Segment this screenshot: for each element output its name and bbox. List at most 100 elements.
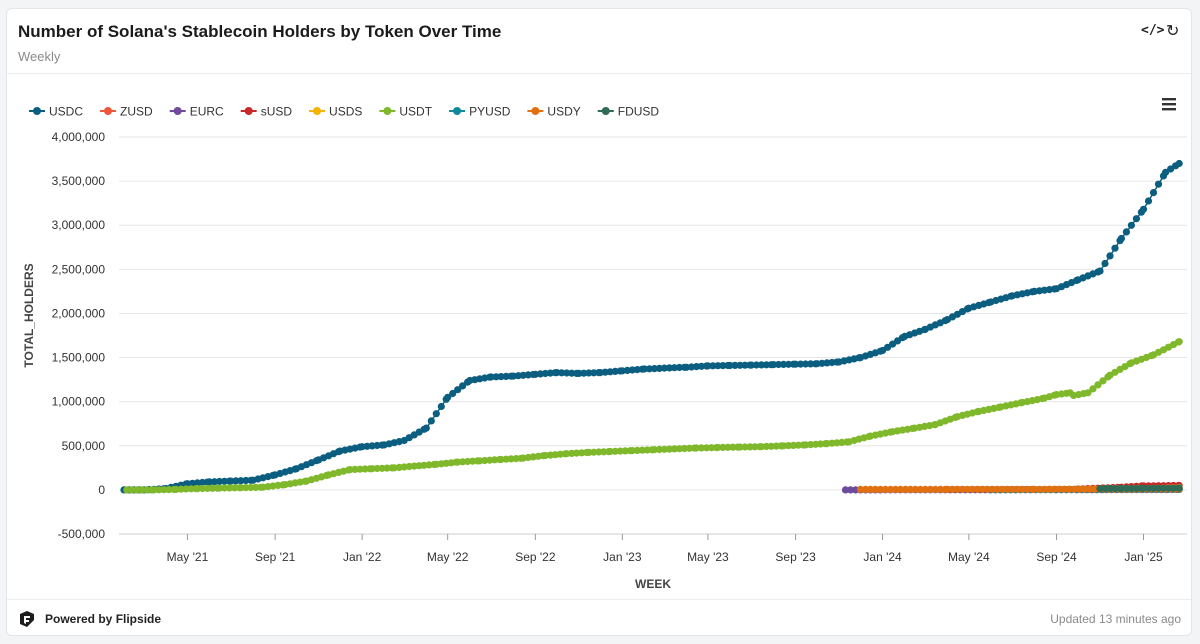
data-point[interactable]: [866, 485, 875, 493]
refresh-icon[interactable]: ↻: [1166, 23, 1180, 40]
data-point[interactable]: [779, 360, 788, 368]
data-point[interactable]: [432, 410, 440, 418]
data-point[interactable]: [797, 360, 805, 368]
data-point[interactable]: [1096, 485, 1104, 493]
data-point[interactable]: [988, 485, 997, 493]
data-point[interactable]: [846, 486, 855, 494]
data-point[interactable]: [1101, 259, 1109, 268]
data-point[interactable]: [1175, 159, 1183, 168]
code-icon[interactable]: </>: [1141, 23, 1165, 38]
data-point[interactable]: [1008, 485, 1016, 493]
data-point[interactable]: [1144, 484, 1153, 492]
data-point[interactable]: [220, 484, 229, 492]
data-point[interactable]: [160, 486, 168, 494]
legend-item-usdc[interactable]: USDC: [29, 105, 83, 119]
data-point[interactable]: [1035, 485, 1043, 493]
data-point[interactable]: [1175, 338, 1183, 346]
data-point[interactable]: [427, 417, 435, 425]
data-point[interactable]: [707, 444, 716, 452]
data-point[interactable]: [856, 485, 865, 493]
data-point[interactable]: [165, 486, 173, 494]
data-point[interactable]: [208, 484, 216, 492]
data-point[interactable]: [931, 485, 939, 493]
data-point[interactable]: [1045, 485, 1053, 493]
data-point[interactable]: [736, 443, 744, 451]
data-point[interactable]: [1175, 484, 1183, 492]
data-point[interactable]: [983, 485, 992, 493]
data-point[interactable]: [247, 483, 255, 492]
data-point[interactable]: [1154, 484, 1163, 492]
data-point[interactable]: [193, 485, 201, 493]
data-point[interactable]: [1030, 485, 1038, 493]
data-point[interactable]: [757, 361, 766, 369]
data-point[interactable]: [704, 362, 712, 370]
data-point[interactable]: [714, 362, 722, 370]
data-point[interactable]: [215, 484, 224, 492]
data-point[interactable]: [1149, 484, 1158, 492]
data-point[interactable]: [697, 444, 706, 452]
data-point[interactable]: [225, 484, 234, 492]
data-point[interactable]: [953, 485, 962, 493]
data-point[interactable]: [230, 484, 239, 492]
data-point[interactable]: [198, 484, 206, 493]
data-point[interactable]: [422, 424, 430, 432]
data-point[interactable]: [449, 389, 457, 398]
legend-item-usdt[interactable]: USDT: [379, 105, 433, 119]
data-point[interactable]: [454, 386, 462, 394]
data-point[interactable]: [1159, 484, 1168, 492]
data-point[interactable]: [911, 485, 920, 493]
legend-item-zusd[interactable]: ZUSD: [100, 105, 153, 119]
data-point[interactable]: [1050, 485, 1058, 493]
data-point[interactable]: [943, 485, 952, 493]
data-point[interactable]: [1065, 485, 1073, 493]
data-point[interactable]: [702, 444, 711, 452]
data-point[interactable]: [881, 485, 890, 493]
data-point[interactable]: [1094, 381, 1102, 389]
data-point[interactable]: [871, 485, 880, 493]
data-point[interactable]: [769, 361, 778, 369]
data-point[interactable]: [1106, 484, 1114, 493]
legend-item-usds[interactable]: USDS: [309, 105, 362, 119]
data-point[interactable]: [802, 360, 810, 368]
data-point[interactable]: [741, 361, 749, 369]
data-point[interactable]: [1003, 485, 1011, 493]
hamburger-menu-icon[interactable]: [1162, 98, 1176, 111]
data-point[interactable]: [203, 484, 211, 492]
data-point[interactable]: [237, 484, 245, 492]
data-point[interactable]: [123, 486, 131, 494]
legend-item-eurc[interactable]: EURC: [169, 105, 224, 119]
data-point[interactable]: [1132, 484, 1140, 492]
data-point[interactable]: [1164, 484, 1173, 492]
data-point[interactable]: [876, 485, 885, 493]
data-point[interactable]: [1122, 228, 1130, 236]
data-point[interactable]: [886, 485, 895, 493]
data-point[interactable]: [459, 382, 467, 390]
data-point[interactable]: [1085, 485, 1093, 493]
data-point[interactable]: [752, 361, 761, 369]
data-point[interactable]: [1040, 485, 1048, 493]
data-point[interactable]: [719, 362, 727, 370]
flipside-logo[interactable]: [18, 610, 36, 628]
data-point[interactable]: [242, 484, 250, 492]
data-point[interactable]: [948, 485, 957, 493]
data-point[interactable]: [437, 402, 445, 411]
data-point[interactable]: [998, 485, 1006, 493]
data-point[interactable]: [896, 485, 905, 493]
data-point[interactable]: [143, 486, 151, 494]
data-point[interactable]: [1127, 221, 1135, 229]
data-point[interactable]: [1084, 389, 1092, 397]
legend-item-pyusd[interactable]: PYUSD: [449, 105, 511, 119]
data-point[interactable]: [747, 361, 756, 369]
data-point[interactable]: [906, 485, 915, 493]
data-point[interactable]: [926, 485, 934, 493]
data-point[interactable]: [714, 443, 722, 452]
data-point[interactable]: [736, 361, 744, 369]
data-point[interactable]: [901, 485, 910, 493]
data-point[interactable]: [1117, 234, 1125, 243]
data-point[interactable]: [1139, 484, 1148, 492]
data-point[interactable]: [1132, 215, 1140, 223]
data-point[interactable]: [1099, 377, 1107, 385]
data-point[interactable]: [150, 486, 158, 494]
data-point[interactable]: [1127, 484, 1135, 492]
data-point[interactable]: [444, 393, 452, 401]
